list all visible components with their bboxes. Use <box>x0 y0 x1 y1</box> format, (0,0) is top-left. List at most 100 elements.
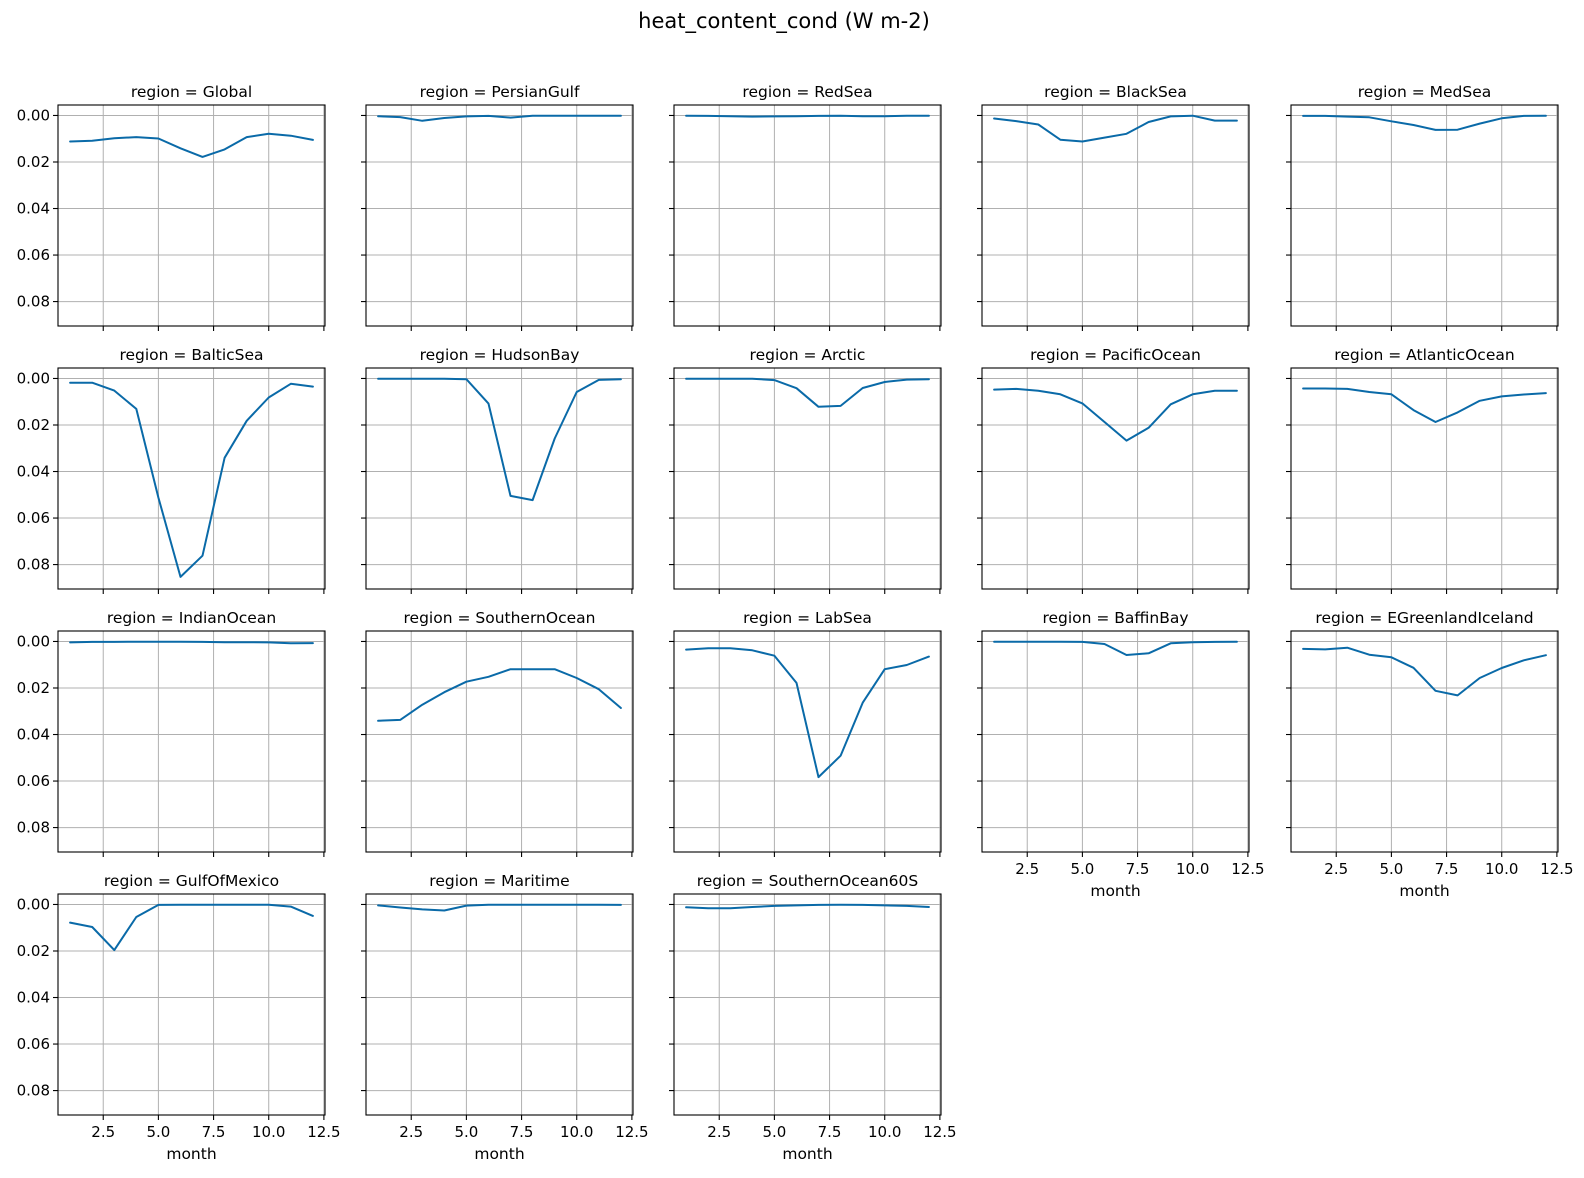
panel: region = GulfOfMexico 0.00 0.02 0.04 0.06 0.0… <box>17 872 341 1163</box>
y-tick-label: 0.04 <box>17 726 50 744</box>
panel-title: region = Global <box>131 83 252 101</box>
y-tick-label: 0.02 <box>17 153 50 171</box>
panel-title: region = SouthernOcean60S <box>697 872 919 890</box>
x-tick-label: 2.5 <box>91 1123 115 1141</box>
axes-frame <box>57 630 326 853</box>
y-tick-label: 0.04 <box>17 200 50 218</box>
x-tick-label: 5.0 <box>454 1123 478 1141</box>
series-line <box>685 903 930 910</box>
axes-frame <box>365 893 634 1116</box>
x-axis-label: month <box>474 1145 524 1163</box>
panel: region = BlackSea <box>977 83 1250 331</box>
panel: region = IndianOcean 0.00 0.02 0.04 0.06 0.08 <box>17 609 326 857</box>
x-tick-label: 2.5 <box>399 1123 423 1141</box>
x-axis-label: month <box>1090 882 1140 900</box>
x-tick-label: 10.0 <box>1176 860 1209 878</box>
y-tick-label: 0.06 <box>17 1035 50 1053</box>
axes-frame <box>365 367 634 590</box>
series-line <box>377 903 622 912</box>
x-tick-label: 2.5 <box>707 1123 731 1141</box>
series-line <box>993 114 1238 143</box>
series-line <box>377 377 622 502</box>
panel-title: region = SouthernOcean <box>404 609 596 627</box>
series-line <box>69 381 314 578</box>
y-tick-label: 0.08 <box>17 1082 50 1100</box>
x-tick-label: 10.0 <box>868 1123 901 1141</box>
axes-frame <box>1290 104 1559 327</box>
panel: region = LabSea <box>669 609 942 857</box>
panel: region = Arctic <box>669 346 942 594</box>
panel-title: region = Maritime <box>429 872 569 890</box>
axes-frame <box>365 630 634 853</box>
x-tick-label: 12.5 <box>923 1123 956 1141</box>
panel: region = SouthernOcean <box>361 609 634 857</box>
axes-frame <box>673 104 942 327</box>
axes-frame <box>1290 367 1559 590</box>
series-line <box>69 903 314 952</box>
panel: region = AtlanticOcean <box>1286 346 1559 594</box>
x-tick-label: 12.5 <box>1231 860 1264 878</box>
panel: region = PersianGulf <box>361 83 634 331</box>
y-tick-label: 0.04 <box>17 989 50 1007</box>
x-tick-label: 7.5 <box>510 1123 534 1141</box>
x-tick-label: 5.0 <box>762 1123 786 1141</box>
panel: region = Global 0.00 0.02 0.04 0.06 0.08 <box>17 83 326 331</box>
x-tick-label: 7.5 <box>1126 860 1150 878</box>
axes-frame <box>57 104 326 327</box>
panel-title: region = IndianOcean <box>107 609 276 627</box>
y-tick-label: 0.08 <box>17 556 50 574</box>
x-axis-label: month <box>1399 882 1449 900</box>
x-axis-label: month <box>166 1145 216 1163</box>
panel: region = EGreenlandIceland 2.5 5.0 7.5 10.0 1… <box>1286 609 1574 900</box>
panel-title: region = GulfOfMexico <box>104 872 279 890</box>
series-line <box>377 114 622 122</box>
panel-title: region = BaffinBay <box>1042 609 1188 627</box>
series-line <box>685 114 930 118</box>
panel: region = SouthernOcean60S 2.5 5.0 7.5 10.0 12… <box>669 872 957 1163</box>
series-line <box>993 640 1238 656</box>
series-line <box>69 132 314 158</box>
y-tick-label: 0.04 <box>17 463 50 481</box>
axes-frame <box>673 893 942 1116</box>
panel-title: region = MedSea <box>1358 83 1491 101</box>
panel-title: region = LabSea <box>743 609 872 627</box>
x-tick-label: 2.5 <box>1015 860 1039 878</box>
series-line <box>69 640 314 645</box>
axes-frame <box>57 893 326 1116</box>
y-tick-label: 0.00 <box>17 106 50 124</box>
y-tick-label: 0.00 <box>17 895 50 913</box>
x-tick-label: 10.0 <box>560 1123 593 1141</box>
panel-title: region = HudsonBay <box>420 346 580 364</box>
y-tick-label: 0.08 <box>17 293 50 311</box>
panel-title: region = EGreenlandIceland <box>1315 609 1533 627</box>
panel-title: region = PersianGulf <box>420 83 580 101</box>
y-tick-label: 0.02 <box>17 416 50 434</box>
panel-title: region = AtlanticOcean <box>1334 346 1514 364</box>
axes-frame <box>981 367 1250 590</box>
series-line <box>993 387 1238 442</box>
x-tick-label: 7.5 <box>818 1123 842 1141</box>
panel-title: region = BlackSea <box>1044 83 1187 101</box>
series-line <box>685 377 930 408</box>
y-tick-label: 0.06 <box>17 772 50 790</box>
x-tick-label: 5.0 <box>1070 860 1094 878</box>
series-line <box>377 668 622 722</box>
x-tick-label: 2.5 <box>1324 860 1348 878</box>
panel: region = Maritime 2.5 5.0 7.5 10.0 12.5 month <box>361 872 649 1163</box>
x-tick-label: 12.5 <box>307 1123 340 1141</box>
x-tick-label: 5.0 <box>146 1123 170 1141</box>
facet-panels: region = Global 0.00 0.02 0.04 0.06 0.08 regio… <box>17 83 1574 1163</box>
panel-title: region = Arctic <box>750 346 866 364</box>
series-line <box>1302 387 1547 423</box>
axes-frame <box>57 367 326 590</box>
y-tick-label: 0.00 <box>17 632 50 650</box>
x-tick-label: 5.0 <box>1379 860 1403 878</box>
x-tick-label: 12.5 <box>615 1123 648 1141</box>
axes-frame <box>673 630 942 853</box>
panel: region = RedSea <box>669 83 942 331</box>
x-tick-label: 12.5 <box>1540 860 1573 878</box>
x-tick-label: 10.0 <box>252 1123 285 1141</box>
x-tick-label: 7.5 <box>1435 860 1459 878</box>
axes-frame <box>1290 630 1559 853</box>
panel: region = HudsonBay <box>361 346 634 594</box>
